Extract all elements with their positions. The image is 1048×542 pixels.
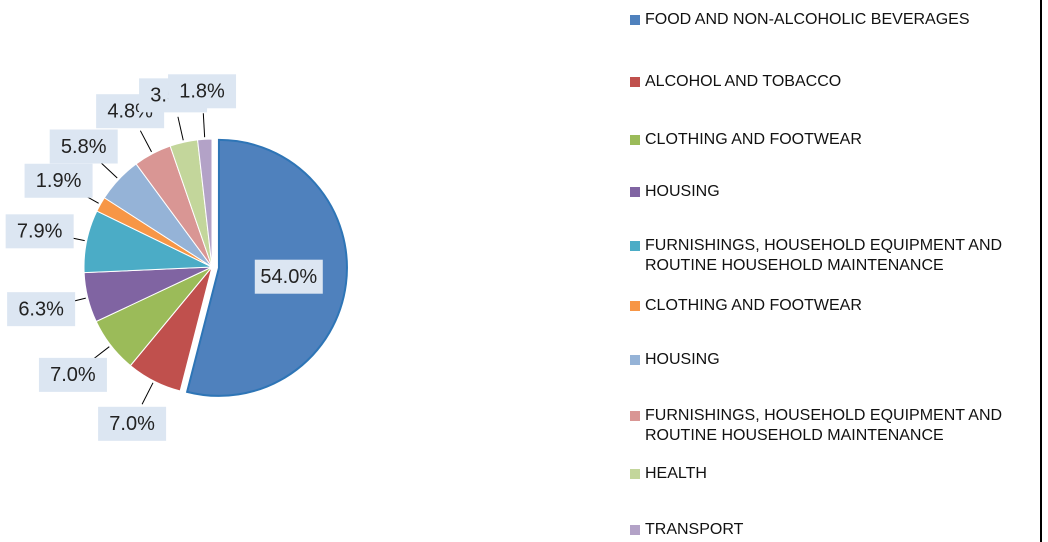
leader-line [141,382,154,405]
leader-line [139,130,152,153]
legend-swatch [630,241,640,251]
legend-label: FURNISHINGS, HOUSEHOLD EQUIPMENT AND ROU… [645,407,1003,444]
data-label: 7.9% [17,221,63,243]
legend-item: FURNISHINGS, HOUSEHOLD EQUIPMENT AND ROU… [630,236,1030,276]
label-box [5,214,74,249]
data-label: 7.0% [109,413,155,435]
legend-item: HOUSING [630,182,1030,202]
leader-line [202,113,206,138]
label-box [254,259,323,294]
legend-item: ALCOHOL AND TOBACCO [630,72,1030,92]
leader-line [99,161,118,179]
label-box [24,163,93,198]
legend-label: FOOD AND NON-ALCOHOLIC BEVERAGES [645,11,970,28]
label-box [168,74,237,109]
legend-label: HOUSING [645,183,720,200]
data-label: 54.0% [260,266,317,288]
legend-label: HEALTH [645,465,707,482]
legend-swatch [630,301,640,311]
legend-swatch [630,135,640,145]
leader-line [177,116,184,141]
legend-item: FURNISHINGS, HOUSEHOLD EQUIPMENT AND ROU… [630,406,1030,446]
legend-label: FURNISHINGS, HOUSEHOLD EQUIPMENT AND ROU… [645,237,1003,274]
legend-swatch [630,15,640,25]
data-label: 5.8% [61,136,107,158]
legend-item: TRANSPORT [630,520,1030,540]
legend-item: HEALTH [630,464,1030,484]
legend-swatch [630,77,640,87]
data-label: 1.9% [36,170,82,192]
pie-slice [197,138,213,268]
label-box [49,129,118,164]
data-label: 1.8% [179,81,225,103]
label-box [7,292,76,327]
legend-swatch [630,187,640,197]
data-label: 7.0% [50,364,96,386]
legend-item: HOUSING [630,350,1030,370]
legend-label: HOUSING [645,351,720,368]
legend-item: FOOD AND NON-ALCOHOLIC BEVERAGES [630,10,1030,30]
legend-label: ALCOHOL AND TOBACCO [645,73,842,90]
label-box [98,406,167,441]
legend-label: TRANSPORT [645,521,744,538]
legend-swatch [630,525,640,535]
legend-label: CLOTHING AND FOOTWEAR [645,131,862,148]
legend-item: CLOTHING AND FOOTWEAR [630,130,1030,150]
legend-swatch [630,469,640,479]
label-box [38,357,107,392]
legend-label: CLOTHING AND FOOTWEAR [645,297,862,314]
border [1040,0,1042,542]
legend-swatch [630,355,640,365]
legend-swatch [630,411,640,421]
data-label: 6.3% [18,298,64,320]
legend-item: CLOTHING AND FOOTWEAR [630,296,1030,316]
